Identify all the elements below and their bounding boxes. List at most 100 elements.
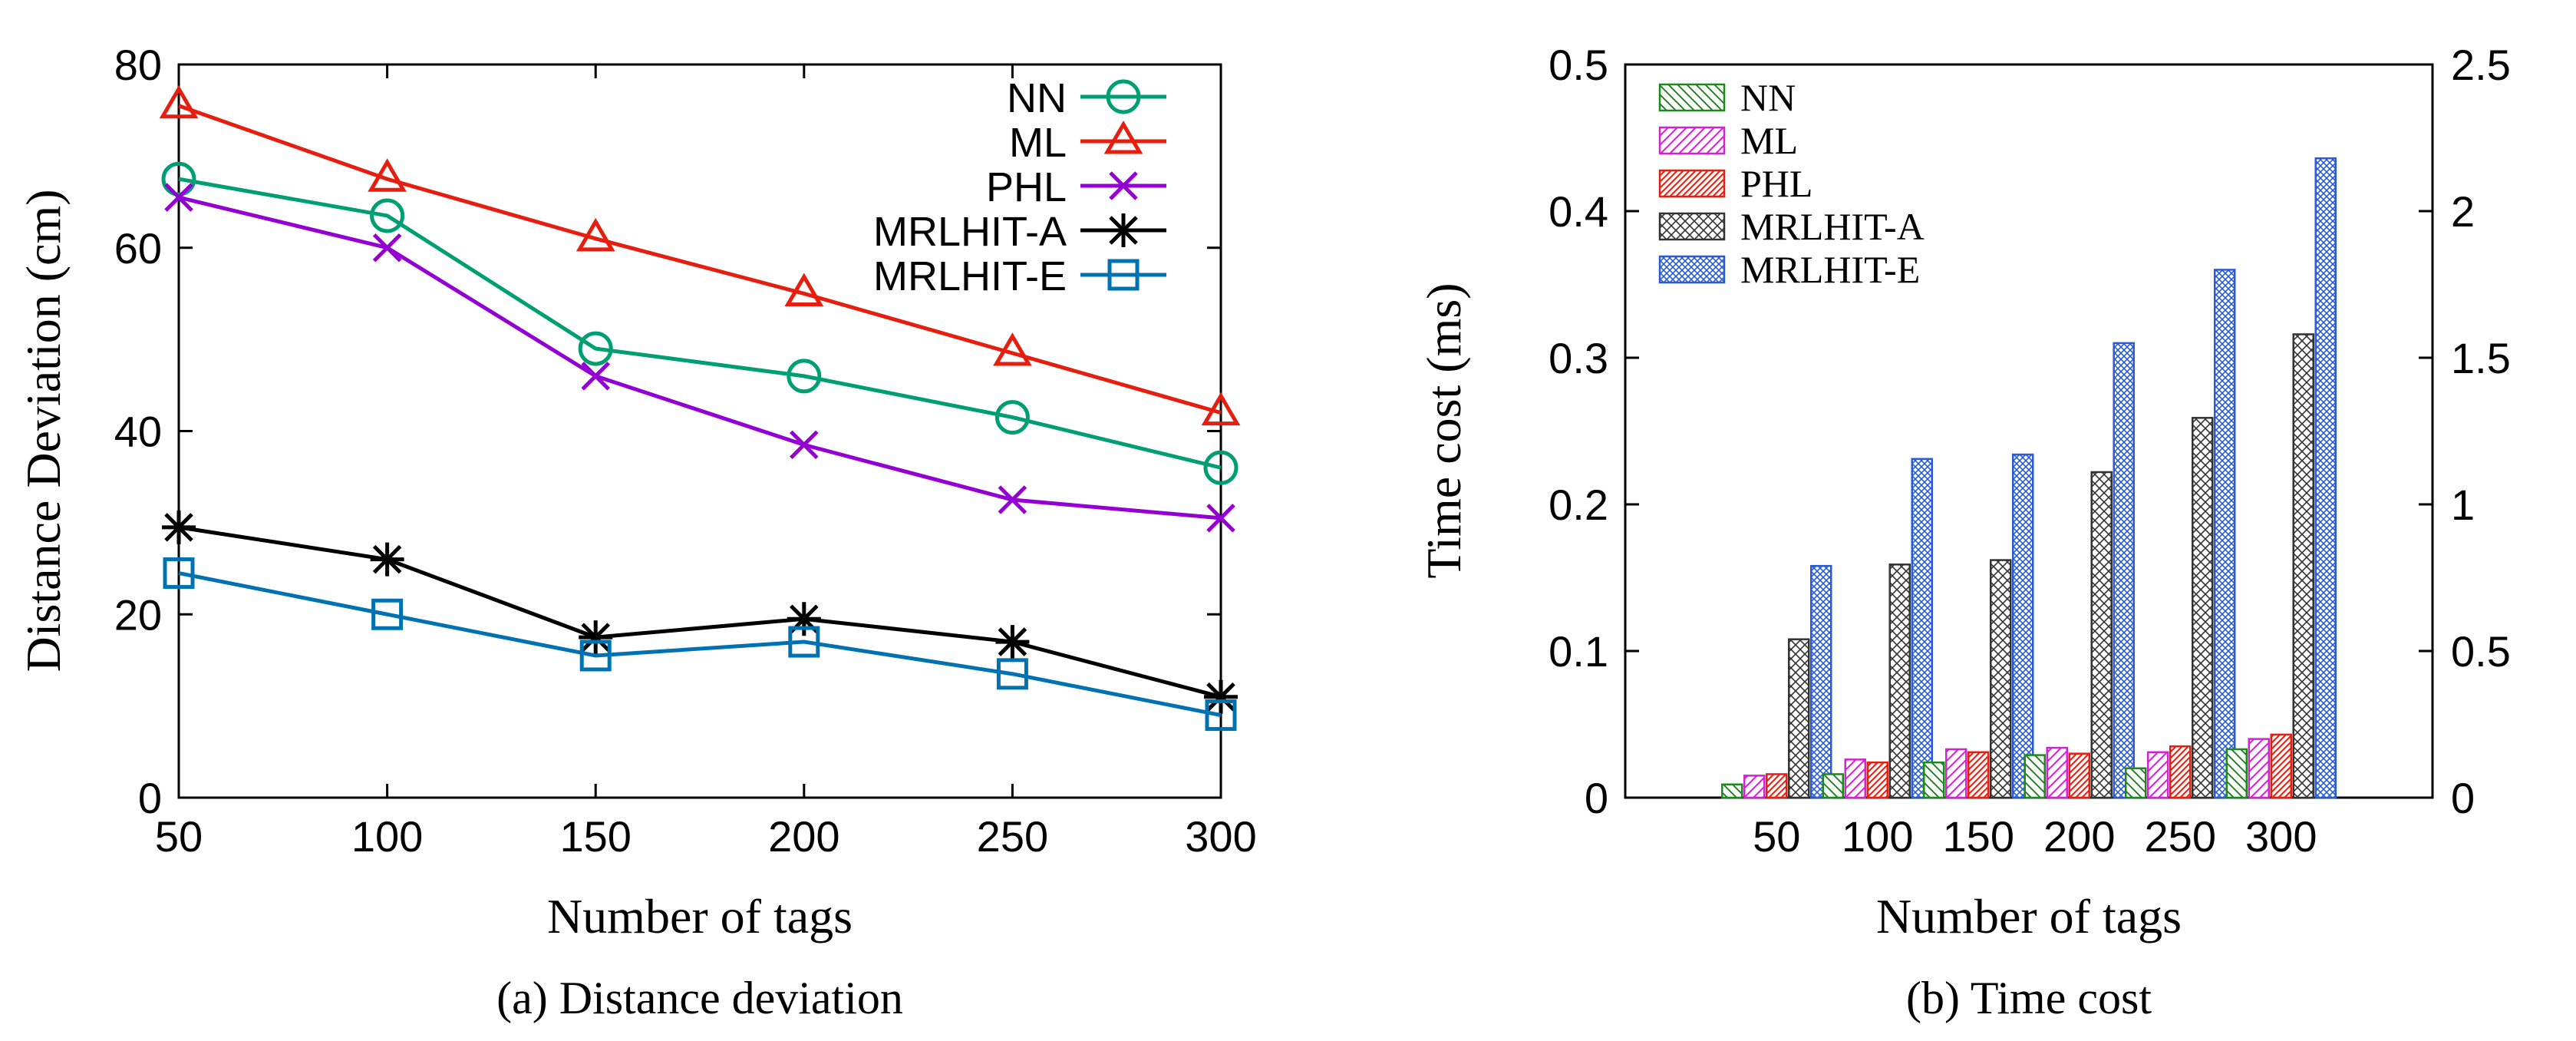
data-point-phl [581,362,610,391]
legend-swatch [1658,169,1726,198]
y-tick-label: 0 [138,774,162,822]
bar-phl [2068,752,2090,799]
legend-item-phl: PHL [1658,162,1812,205]
bar-nn [2225,748,2248,799]
data-point-phl [372,233,402,263]
legend-item-nn: NN [1658,76,1796,119]
chart-b: 0 0.1 0.2 0.3 0.4 0.5 0 0.5 1 1.5 2 2.5 50 100 150 20… [1417,41,2511,1023]
data-point-mrlhit-a [579,620,613,655]
y-tick-label: 40 [114,408,162,456]
series-line-mrlhit-e [178,571,1222,718]
bar-phl [2169,745,2192,799]
bar-ml [1743,775,1766,799]
chart-b-x-ticks: 50 100 150 200 250 300 [1753,784,2317,861]
legend-swatch [1658,255,1726,284]
legend-item-phl: PHL [986,164,1166,210]
bar-ml [2248,738,2270,799]
bar-group-300 [2225,157,2337,799]
y2-tick-label: 2.5 [2451,41,2511,89]
chart-b-caption: (b) Time cost [1906,973,2152,1023]
chart-a-series [159,84,1241,732]
bar-nn [2125,767,2147,799]
y-tick-label: 20 [114,590,162,639]
data-point-ml [1201,392,1241,426]
bar-phl [1766,773,1788,799]
bar-mrlhit-e [2012,453,2034,799]
series-line-mrlhit-a [178,525,1222,699]
x-tick-label: 250 [2145,812,2216,861]
bar-mrlhit-e [2113,342,2135,799]
chart-a-x-ticks: 50 100 150 200 250 300 [155,64,1257,861]
bar-mrlhit-a [1788,638,1810,799]
y-tick-label: 0.3 [1549,334,1608,382]
legend-swatch [1658,212,1726,241]
x-tick-label: 200 [768,812,839,861]
data-point-phl [1206,504,1235,533]
bar-group-250 [2125,269,2236,799]
x-tick-label: 50 [1753,812,1800,861]
bar-mrlhit-a [2192,417,2214,799]
data-point-mrlhit-e [788,626,820,658]
data-point-nn [578,331,613,366]
bar-mrlhit-e [1911,458,1933,799]
legend-label: MRLHIT-E [1740,248,1920,291]
bar-ml [2147,751,2169,799]
data-point-mrlhit-a [162,510,196,544]
legend-marker [1103,121,1143,154]
bar-mrlhit-a [1888,563,1911,799]
legend-label: NN [1007,75,1067,121]
data-point-nn [787,359,822,394]
chart-b-y-axis-label: Time cost (ms) [1417,283,1471,578]
bar-group-100 [1822,458,1933,799]
series-mrlhit-a [162,510,1238,714]
data-point-mrlhit-a [1204,679,1238,714]
x-tick-label: 300 [1185,812,1256,861]
y-tick-label: 0.1 [1549,627,1608,676]
y-tick-label: 0.4 [1549,187,1608,236]
data-point-ml [159,84,199,119]
data-point-nn [370,198,405,233]
legend-item-mrlhit-e: MRLHIT-E [873,253,1166,299]
x-tick-label: 150 [1943,812,2014,861]
data-point-mrlhit-a [787,602,821,636]
chart-b-bars [1721,157,2337,799]
bar-mrlhit-a [1990,559,2012,799]
legend-marker [1107,213,1140,247]
legend-swatch [1658,126,1726,155]
bar-mrlhit-e [2314,157,2337,799]
data-point-nn [161,161,196,197]
legend-label: NN [1740,76,1796,119]
y-tick-label: 0.2 [1549,481,1608,529]
legend-marker [1106,79,1141,114]
y-tick-label: 0.5 [1549,41,1608,89]
series-nn [161,161,1239,485]
bar-phl [1967,751,1990,799]
legend-item-mrlhit-a: MRLHIT-A [1658,205,1925,248]
bar-nn [1923,761,1945,799]
data-point-mrlhit-e [163,557,195,590]
legend-label: PHL [1740,162,1812,205]
legend-swatch [1658,83,1726,112]
data-point-ml [784,273,824,306]
legend-item-nn: NN [1007,75,1166,121]
y2-tick-label: 2 [2451,187,2475,236]
data-point-mrlhit-e [371,598,404,630]
bar-mrlhit-e [1810,564,1832,799]
bar-ml [1945,748,1967,799]
bar-phl [2270,733,2292,799]
data-point-phl [164,183,193,212]
data-point-mrlhit-e [579,639,612,672]
data-point-ml [368,158,407,192]
y2-tick-label: 0 [2451,774,2475,822]
chart-b-y-ticks: 0 0.1 0.2 0.3 0.4 0.5 [1549,41,1639,822]
data-point-ml [993,332,1032,366]
y2-tick-label: 0.5 [2451,627,2511,676]
legend-label: MRLHIT-A [1740,205,1925,248]
legend-label: MRLHIT-A [873,209,1067,255]
legend-marker [1107,259,1140,291]
data-point-phl [790,430,819,460]
